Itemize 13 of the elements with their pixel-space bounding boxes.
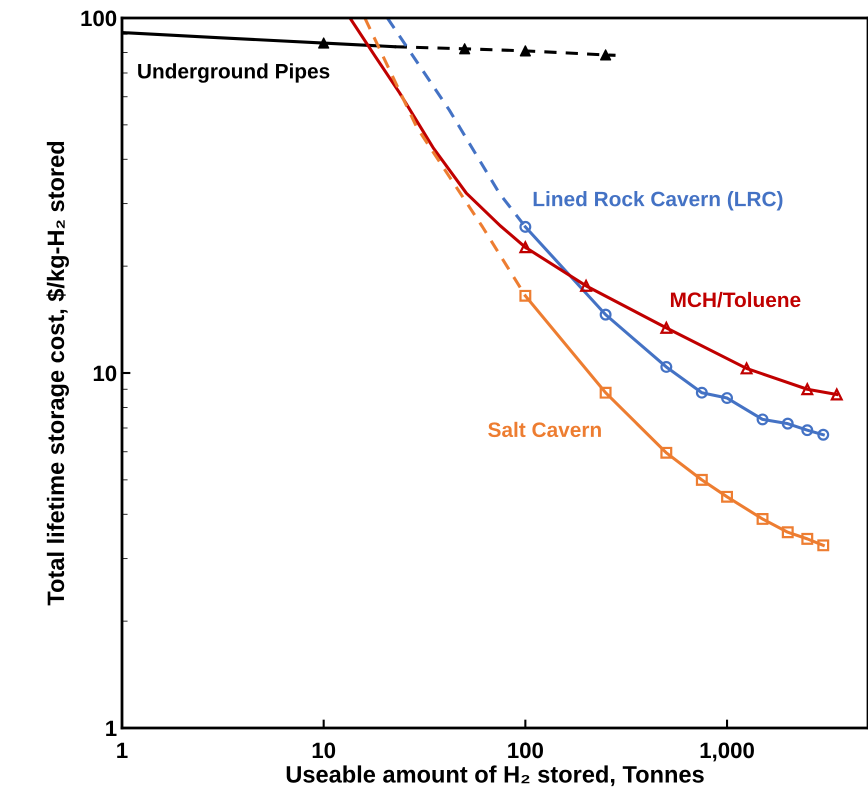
y-tick-label: 100 (81, 10, 116, 26)
series-label: Lined Rock Cavern (LRC) (534, 191, 782, 210)
series-label: Underground Pipes (138, 63, 330, 83)
x-axis-title: Useable amount of H₂ stored, Tonnes (286, 765, 704, 786)
y-axis-title: Total lifetime storage cost, $/kg-H₂ stored (46, 142, 69, 606)
x-tick-label: 1 (117, 742, 128, 758)
series-label: MCH/Toluene (670, 292, 800, 308)
x-tick-label: 10 (312, 742, 336, 758)
x-tick-label: 1,000 (700, 742, 754, 762)
y-tick-label: 10 (94, 366, 116, 382)
x-tick-label: 100 (508, 742, 543, 758)
y-tick-label: 1 (106, 720, 117, 736)
series-label: Salt Cavern (488, 422, 601, 438)
